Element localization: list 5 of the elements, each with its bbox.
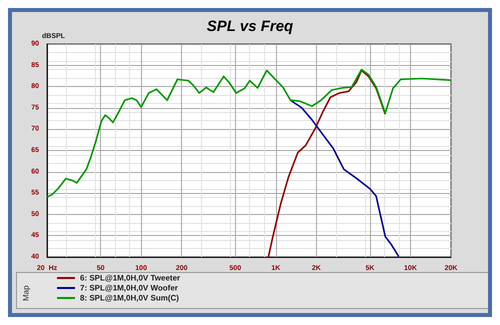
legend-label: 8: SPL@1M,0H,0V Sum(C) — [80, 294, 180, 302]
text: Map — [22, 284, 30, 301]
legend-label: 6: SPL@1M,0H,0V Tweeter — [80, 274, 180, 282]
chart-title: SPL vs Freq — [206, 18, 294, 35]
legend-label: 7: SPL@1M,0H,0V Woofer — [80, 284, 178, 292]
